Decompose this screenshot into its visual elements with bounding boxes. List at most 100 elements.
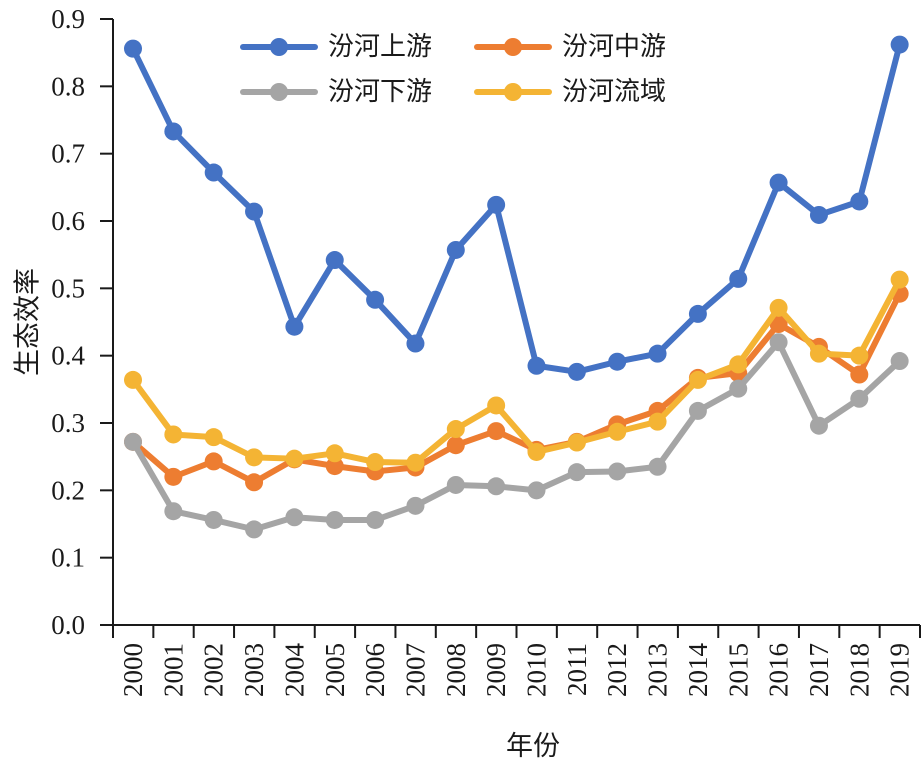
data-point — [769, 315, 788, 334]
y-tick-label: 0.4 — [51, 341, 85, 371]
data-point — [527, 481, 546, 500]
data-point — [325, 457, 344, 476]
data-point — [608, 422, 627, 441]
data-point — [285, 317, 304, 336]
y-tick-label: 0.0 — [51, 610, 85, 640]
series-group — [124, 35, 909, 539]
x-tick-label: 2017 — [804, 643, 834, 697]
data-point — [487, 396, 506, 415]
x-tick-label: 2002 — [199, 643, 229, 697]
series-1 — [124, 35, 909, 381]
x-tick-label: 2018 — [844, 643, 874, 697]
legend-item: 汾河上游 — [240, 32, 432, 62]
data-point — [406, 453, 425, 472]
data-point — [527, 442, 546, 461]
data-point — [850, 389, 869, 408]
data-point — [688, 370, 707, 389]
data-point — [245, 473, 264, 492]
legend-swatch-marker — [504, 38, 522, 56]
y-tick-label: 0.9 — [51, 4, 85, 34]
data-point — [366, 290, 385, 309]
legend-item: 汾河流域 — [474, 77, 666, 107]
data-point — [245, 448, 264, 467]
x-tick-label: 2006 — [360, 643, 390, 697]
y-tick-label: 0.7 — [51, 139, 85, 169]
data-point — [285, 508, 304, 527]
data-point — [124, 370, 142, 389]
data-point — [245, 202, 264, 221]
data-point — [729, 379, 748, 398]
data-point — [446, 420, 465, 439]
data-point — [567, 463, 586, 482]
data-point — [487, 422, 506, 441]
x-tick-label: 2019 — [885, 643, 915, 697]
data-point — [608, 462, 627, 481]
y-tick-label: 0.1 — [51, 543, 85, 573]
y-axis: 0.0 0.1 0.2 0.3 0.4 0.5 0.6 0.7 0.8 0.9 — [51, 4, 114, 640]
data-point — [164, 502, 183, 521]
x-tick-label: 2008 — [441, 643, 471, 697]
data-point — [769, 173, 788, 192]
data-point — [729, 355, 748, 374]
data-point — [366, 510, 385, 529]
data-point — [487, 477, 506, 496]
data-point — [406, 334, 425, 353]
data-point — [446, 240, 465, 259]
data-point — [608, 352, 627, 371]
legend-item: 汾河下游 — [240, 77, 432, 107]
data-point — [809, 344, 828, 363]
legend-label: 汾河上游 — [328, 32, 432, 62]
x-tick-label: 2000 — [118, 643, 148, 697]
data-point — [809, 205, 828, 224]
x-tick-label: 2013 — [643, 643, 673, 697]
data-point — [124, 432, 142, 451]
x-tick-label: 2005 — [320, 643, 350, 697]
series-line — [130, 41, 903, 375]
legend-swatch-marker — [270, 83, 288, 101]
data-point — [124, 39, 142, 58]
data-point — [890, 35, 909, 54]
data-point — [648, 412, 667, 431]
data-point — [648, 344, 667, 363]
legend-item: 汾河中游 — [474, 32, 666, 62]
data-point — [769, 298, 788, 317]
data-point — [487, 195, 506, 214]
y-tick-label: 0.2 — [51, 475, 85, 505]
data-point — [285, 449, 304, 468]
legend-label: 汾河中游 — [562, 32, 666, 62]
y-tick-label: 0.5 — [51, 273, 85, 303]
data-point — [567, 362, 586, 381]
x-axis-title: 年份 — [506, 731, 560, 762]
data-point — [648, 457, 667, 476]
series-3 — [124, 333, 909, 539]
x-tick-label: 2011 — [562, 643, 592, 696]
x-tick-label: 2016 — [764, 643, 794, 697]
data-point — [204, 452, 223, 471]
x-tick-label: 2007 — [400, 643, 430, 697]
data-point — [527, 356, 546, 375]
data-point — [567, 433, 586, 452]
data-point — [850, 192, 869, 211]
y-axis-title: 生态效率 — [13, 268, 44, 376]
data-point — [809, 416, 828, 435]
x-tick-label: 2010 — [522, 643, 552, 697]
data-point — [890, 352, 909, 371]
data-point — [446, 475, 465, 494]
data-point — [204, 163, 223, 182]
y-tick-label: 0.6 — [51, 206, 85, 236]
data-point — [406, 496, 425, 515]
data-point — [769, 333, 788, 352]
y-tick-label: 0.3 — [51, 408, 85, 438]
data-point — [325, 510, 344, 529]
data-point — [366, 453, 385, 472]
data-point — [850, 365, 869, 384]
data-point — [164, 122, 183, 141]
series-2 — [124, 284, 909, 492]
legend-swatch-marker — [504, 83, 522, 101]
legend-label: 汾河下游 — [328, 77, 432, 107]
data-point — [325, 251, 344, 270]
legend-swatch-marker — [270, 38, 288, 56]
data-point — [688, 401, 707, 420]
